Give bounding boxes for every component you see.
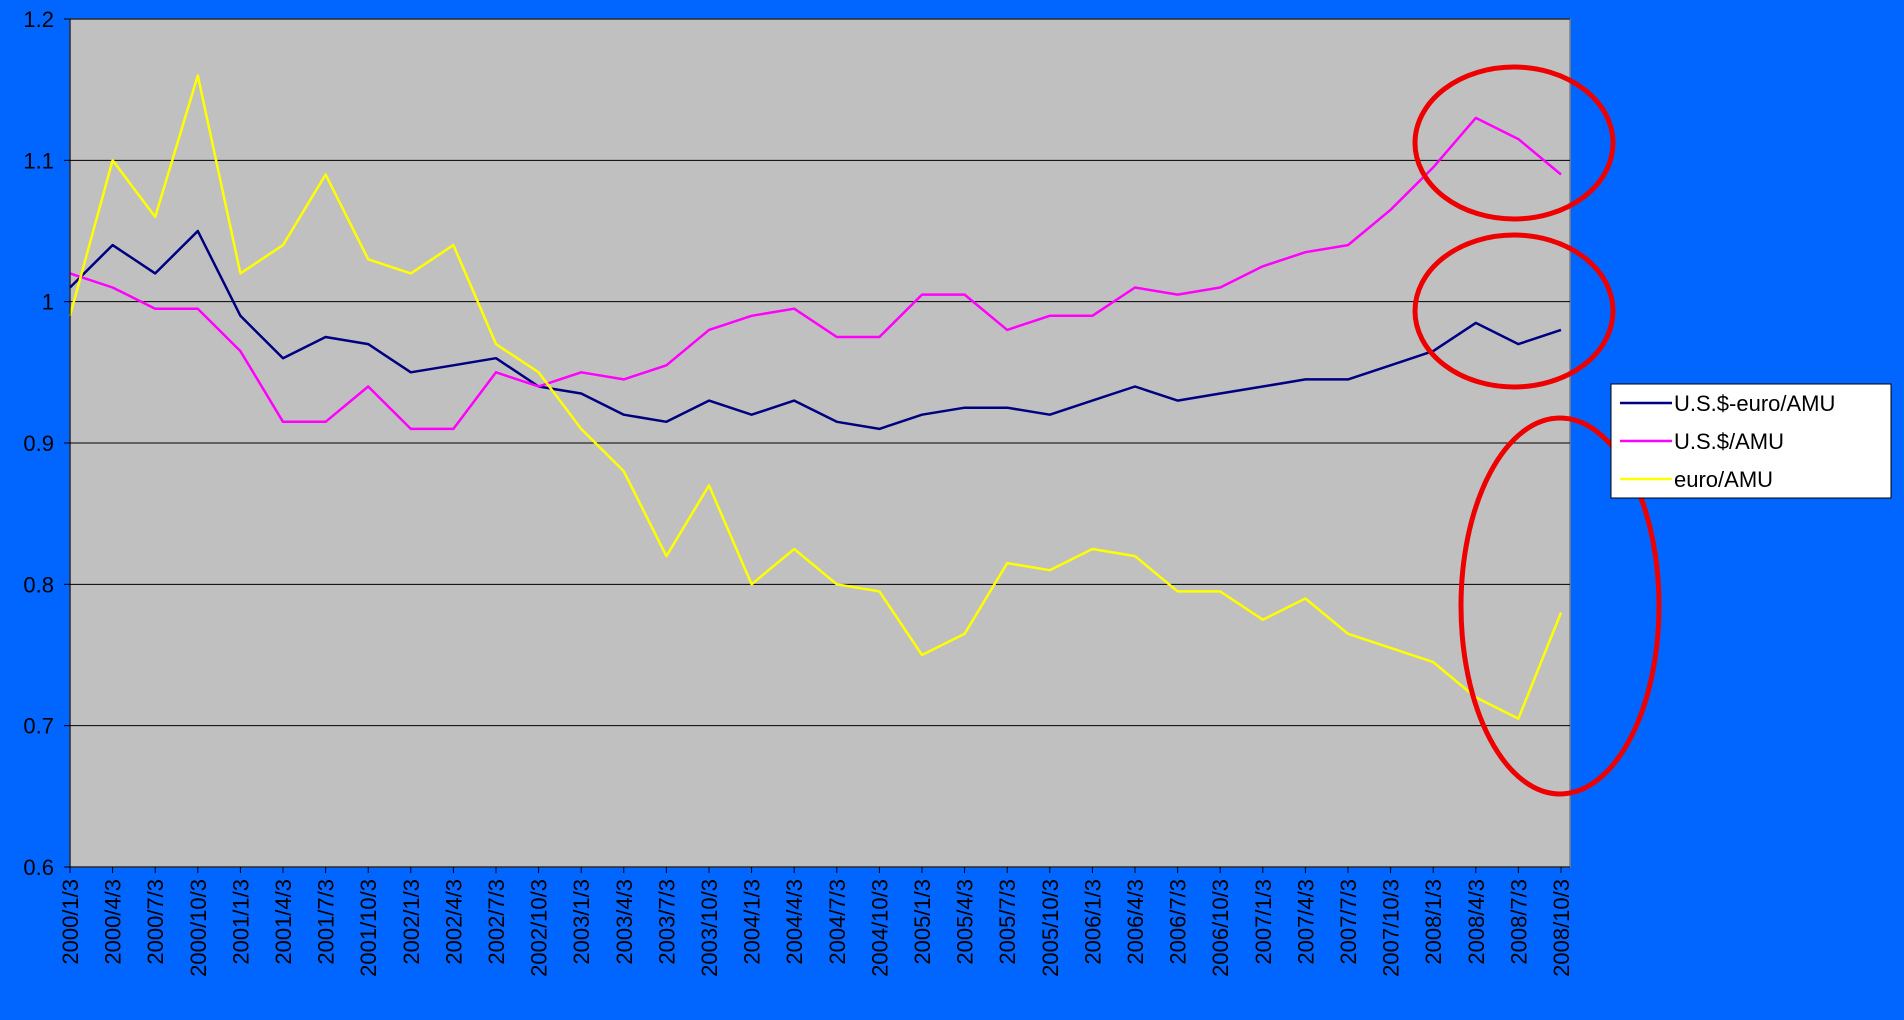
x-tick-label: 2004/10/3 (867, 879, 892, 977)
x-tick-label: 2002/7/3 (484, 879, 509, 965)
x-tick-label: 2006/10/3 (1208, 879, 1233, 977)
x-tick-label: 2007/4/3 (1293, 879, 1318, 965)
x-tick-label: 2005/7/3 (995, 879, 1020, 965)
legend-label: U.S.$/AMU (1674, 429, 1784, 454)
annotations (1412, 64, 1662, 797)
x-tick-label: 2004/7/3 (825, 879, 850, 965)
x-tick-label: 2003/1/3 (569, 879, 594, 965)
y-tick-label: 1.1 (23, 148, 54, 173)
x-tick-label: 2002/1/3 (399, 879, 424, 965)
x-tick-label: 2006/1/3 (1080, 879, 1105, 965)
legend-label: U.S.$-euro/AMU (1674, 391, 1835, 416)
y-tick-label: 0.8 (23, 572, 54, 597)
x-tick-label: 2002/4/3 (441, 879, 466, 965)
series-line (69, 116, 1562, 431)
x-tick-label: 2008/1/3 (1421, 879, 1446, 965)
x-tick-label: 2003/10/3 (697, 879, 722, 977)
x-tick-label: 2006/4/3 (1123, 879, 1148, 965)
x-tick-label: 2000/7/3 (143, 879, 168, 965)
x-tick-label: 2006/7/3 (1166, 879, 1191, 965)
y-tick-label: 0.7 (23, 714, 54, 739)
x-tick-label: 2003/4/3 (612, 879, 637, 965)
x-tick-label: 2001/1/3 (228, 879, 253, 965)
legend: U.S.$-euro/AMU U.S.$/AMU euro/AMU (1610, 383, 1892, 499)
x-tick-label: 2007/1/3 (1251, 879, 1276, 965)
x-tick-label: 2001/7/3 (314, 879, 339, 965)
series-line (69, 229, 1562, 431)
y-tick-label: 1.2 (23, 7, 54, 32)
x-tick-label: 2001/4/3 (271, 879, 296, 965)
x-tick-label: 2000/10/3 (186, 879, 211, 977)
lines (68, 74, 1563, 720)
x-tick-label: 2000/1/3 (58, 879, 83, 965)
highlight-ellipse (1412, 64, 1616, 222)
highlight-ellipse (1458, 415, 1662, 797)
x-tick-label: 2004/4/3 (782, 879, 807, 965)
x-tick-label: 2005/1/3 (910, 879, 935, 965)
axes: 0.6 0.7 0.8 0.9 1 1.1 1.2 2000/1/3 2000/4/3 2000/… (23, 7, 1574, 977)
x-tick-label: 2008/10/3 (1549, 879, 1574, 977)
x-tick-label: 2008/4/3 (1464, 879, 1489, 965)
x-tick-label: 2003/7/3 (654, 879, 679, 965)
x-tick-label: 2007/7/3 (1336, 879, 1361, 965)
y-tick-label: 0.9 (23, 431, 54, 456)
x-tick-label: 2005/4/3 (953, 879, 978, 965)
x-tick-label: 2008/7/3 (1506, 879, 1531, 965)
series-line (68, 74, 1563, 720)
x-tick-label: 2005/10/3 (1038, 879, 1063, 977)
y-tick-label: 1 (42, 290, 54, 315)
x-tick-label: 2001/10/3 (356, 879, 381, 977)
x-tick-label: 2004/1/3 (740, 879, 765, 965)
legend-label: euro/AMU (1674, 467, 1773, 492)
y-tick-label: 0.6 (23, 855, 54, 880)
x-tick-label: 2007/10/3 (1379, 879, 1404, 977)
x-tick-label: 2000/4/3 (101, 879, 126, 965)
highlight-ellipse (1412, 232, 1616, 390)
x-tick-label: 2002/10/3 (527, 879, 552, 977)
